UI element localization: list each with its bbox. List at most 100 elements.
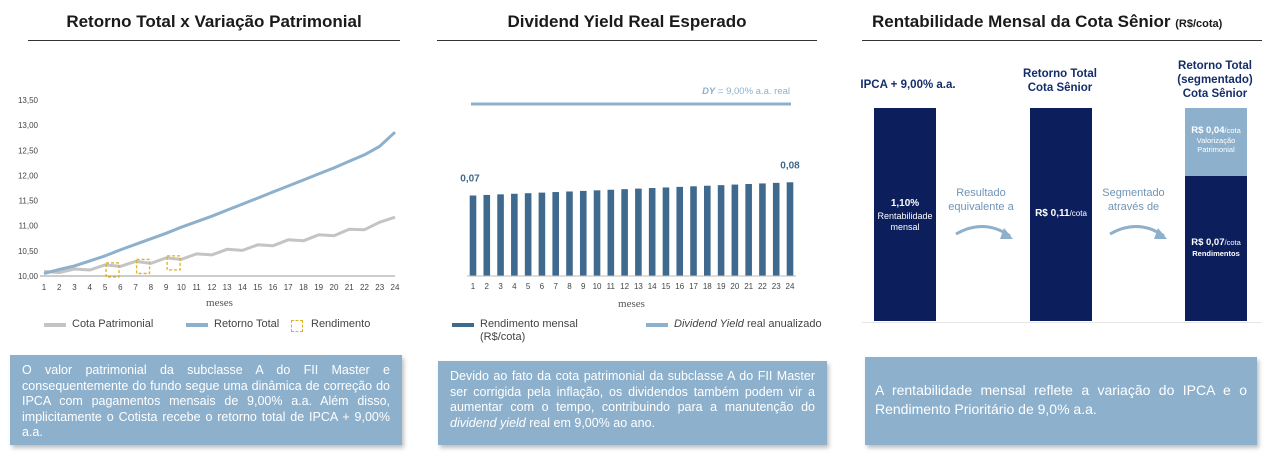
col2-value: R$ 0,11 [1035,208,1070,219]
middle-description-text-1: Devido ao fato da cota patrimonial da su… [450,369,815,414]
data-label-last: 0,08 [780,160,800,171]
bar [635,188,642,276]
series-line-retorno-total [43,131,397,275]
x-tick-label: 4 [512,282,517,291]
middle-chart-title: Dividend Yield Real Esperado [507,12,747,31]
left-description-text: O valor patrimonial da subclasse A do FI… [22,363,390,439]
legend-label-bar: Rendimento mensal (R$/cota) [480,318,578,343]
bar [731,184,739,276]
dy-reference-label-italic: DY [702,86,717,97]
bar [786,182,794,276]
bar [524,193,532,276]
legend-dy-italic: Dividend Yield [674,318,744,330]
curved-arrow-1-icon [955,225,1013,239]
middle-description-box: Devido ao fato da cota patrimonial da su… [438,361,827,445]
x-tick-label: 19 [314,283,323,292]
arrow2-text: Segmentado através de [1102,187,1165,213]
col3-top-text: R$ 0,04/cota Valorização Patrimonial [1185,125,1247,154]
y-tick-label: 12,00 [18,171,39,180]
bar [662,187,670,276]
col3-top-value-line: R$ 0,04/cota [1185,125,1247,136]
col3-top-unit: /cota [1224,126,1241,135]
dy-reference-label-rest: = 9,00% a.a. real [715,86,790,97]
x-tick-label: 1 [42,283,47,292]
y-tick-label: 11,00 [19,222,39,231]
x-tick-label: 7 [553,282,558,291]
left-title-rule [28,40,400,41]
col2-title: Retorno Total Cota Sênior [1023,68,1097,94]
middle-description-italic: dividend yield [450,415,526,430]
x-tick-label: 11 [192,283,201,292]
rendimento-marker [166,255,181,271]
x-tick-label: 9 [581,282,586,291]
x-tick-label: 17 [689,282,698,291]
legend-retorno-total: Retorno Total [186,318,279,330]
right-chart-title: Rentabilidade Mensal da Cota Sênior (R$/… [872,12,1232,32]
x-tick-label: 20 [730,282,739,291]
x-tick-label: 8 [567,282,572,291]
legend-swatch-cota [44,323,66,327]
col3-top-value: R$ 0,04 [1191,125,1225,136]
dy-reference-label: DY = 9,00% a.a. real [702,86,790,97]
x-tick-label: 17 [284,283,293,292]
x-tick-label: 21 [744,282,753,291]
bar [552,192,559,276]
y-tick-label: 10,00 [18,272,39,281]
middle-title-rule [437,40,817,41]
x-tick-label: 10 [177,283,186,292]
curved-arrow-2-icon [1109,225,1167,239]
x-tick-label: 7 [133,283,138,292]
x-tick-label: 24 [786,282,795,291]
x-tick-label: 18 [299,283,308,292]
y-tick-label: 10,50 [18,247,39,256]
x-tick-label: 13 [223,283,232,292]
x-tick-label: 6 [540,282,545,291]
x-tick-label: 19 [717,282,726,291]
data-label-first: 0,07 [460,174,480,185]
bar [648,188,656,276]
rendimento-marker [135,258,151,275]
y-tick-label: 11,50 [19,197,39,206]
col1-bar-text: 1,10% Rentabilidade mensal [874,198,936,233]
x-tick-label: 2 [485,282,490,291]
x-tick-label: 23 [375,283,384,292]
legend-swatch-rendimento [291,320,303,332]
x-tick-label: 15 [253,283,262,292]
x-tick-label: 1 [471,282,476,291]
right-description-box: A rentabilidade mensal reflete a variaçã… [865,357,1257,445]
bar [483,194,491,276]
x-tick-label: 21 [345,283,354,292]
x-axis-label: meses [618,298,645,310]
col1-title: IPCA + 9,00% a.a. [860,79,956,91]
x-tick-label: 10 [593,282,602,291]
series-line-cota-patrimonial [43,215,396,274]
line-chart: 10,00 10,50 11,00 11,50 12,00 12,50 13,00 13,50… [18,96,400,309]
bar [676,186,684,276]
bar [704,185,711,276]
legend-dy-rest: real anualizado [743,318,822,330]
x-tick-label: 12 [207,283,216,292]
x-tick-label: 16 [268,283,277,292]
col3-bottom-subtext: Rendimentos [1192,249,1240,258]
bar-chart: 1 2 3 4 5 6 7 8 9 10 11 12 13 14 15 16 17 18 19 20 21 22 23 24m… [460,86,800,310]
bar [690,186,697,276]
col3-bottom-value: R$ 0,07 [1191,237,1225,248]
bar [772,182,780,276]
x-tick-label: 22 [360,283,369,292]
x-tick-label: 2 [57,283,62,292]
bar [759,183,766,276]
bar [621,189,628,276]
x-tick-label: 20 [330,283,339,292]
bar [607,189,615,276]
x-tick-label: 16 [675,282,684,291]
right-title-main: Rentabilidade Mensal da Cota Sênior [872,12,1171,31]
col3-bottom-value-line: R$ 0,07/cota [1185,237,1247,248]
legend-cota-patrimonial: Cota Patrimonial [44,318,153,330]
x-tick-label: 15 [662,282,671,291]
bar [497,194,504,276]
x-tick-label: 14 [238,283,247,292]
col2-unit: /cota [1069,209,1087,218]
x-axis-label: meses [206,297,233,309]
x-tick-label: 11 [607,282,616,291]
middle-description-text-2: real em 9,00% ao ano. [525,415,655,430]
